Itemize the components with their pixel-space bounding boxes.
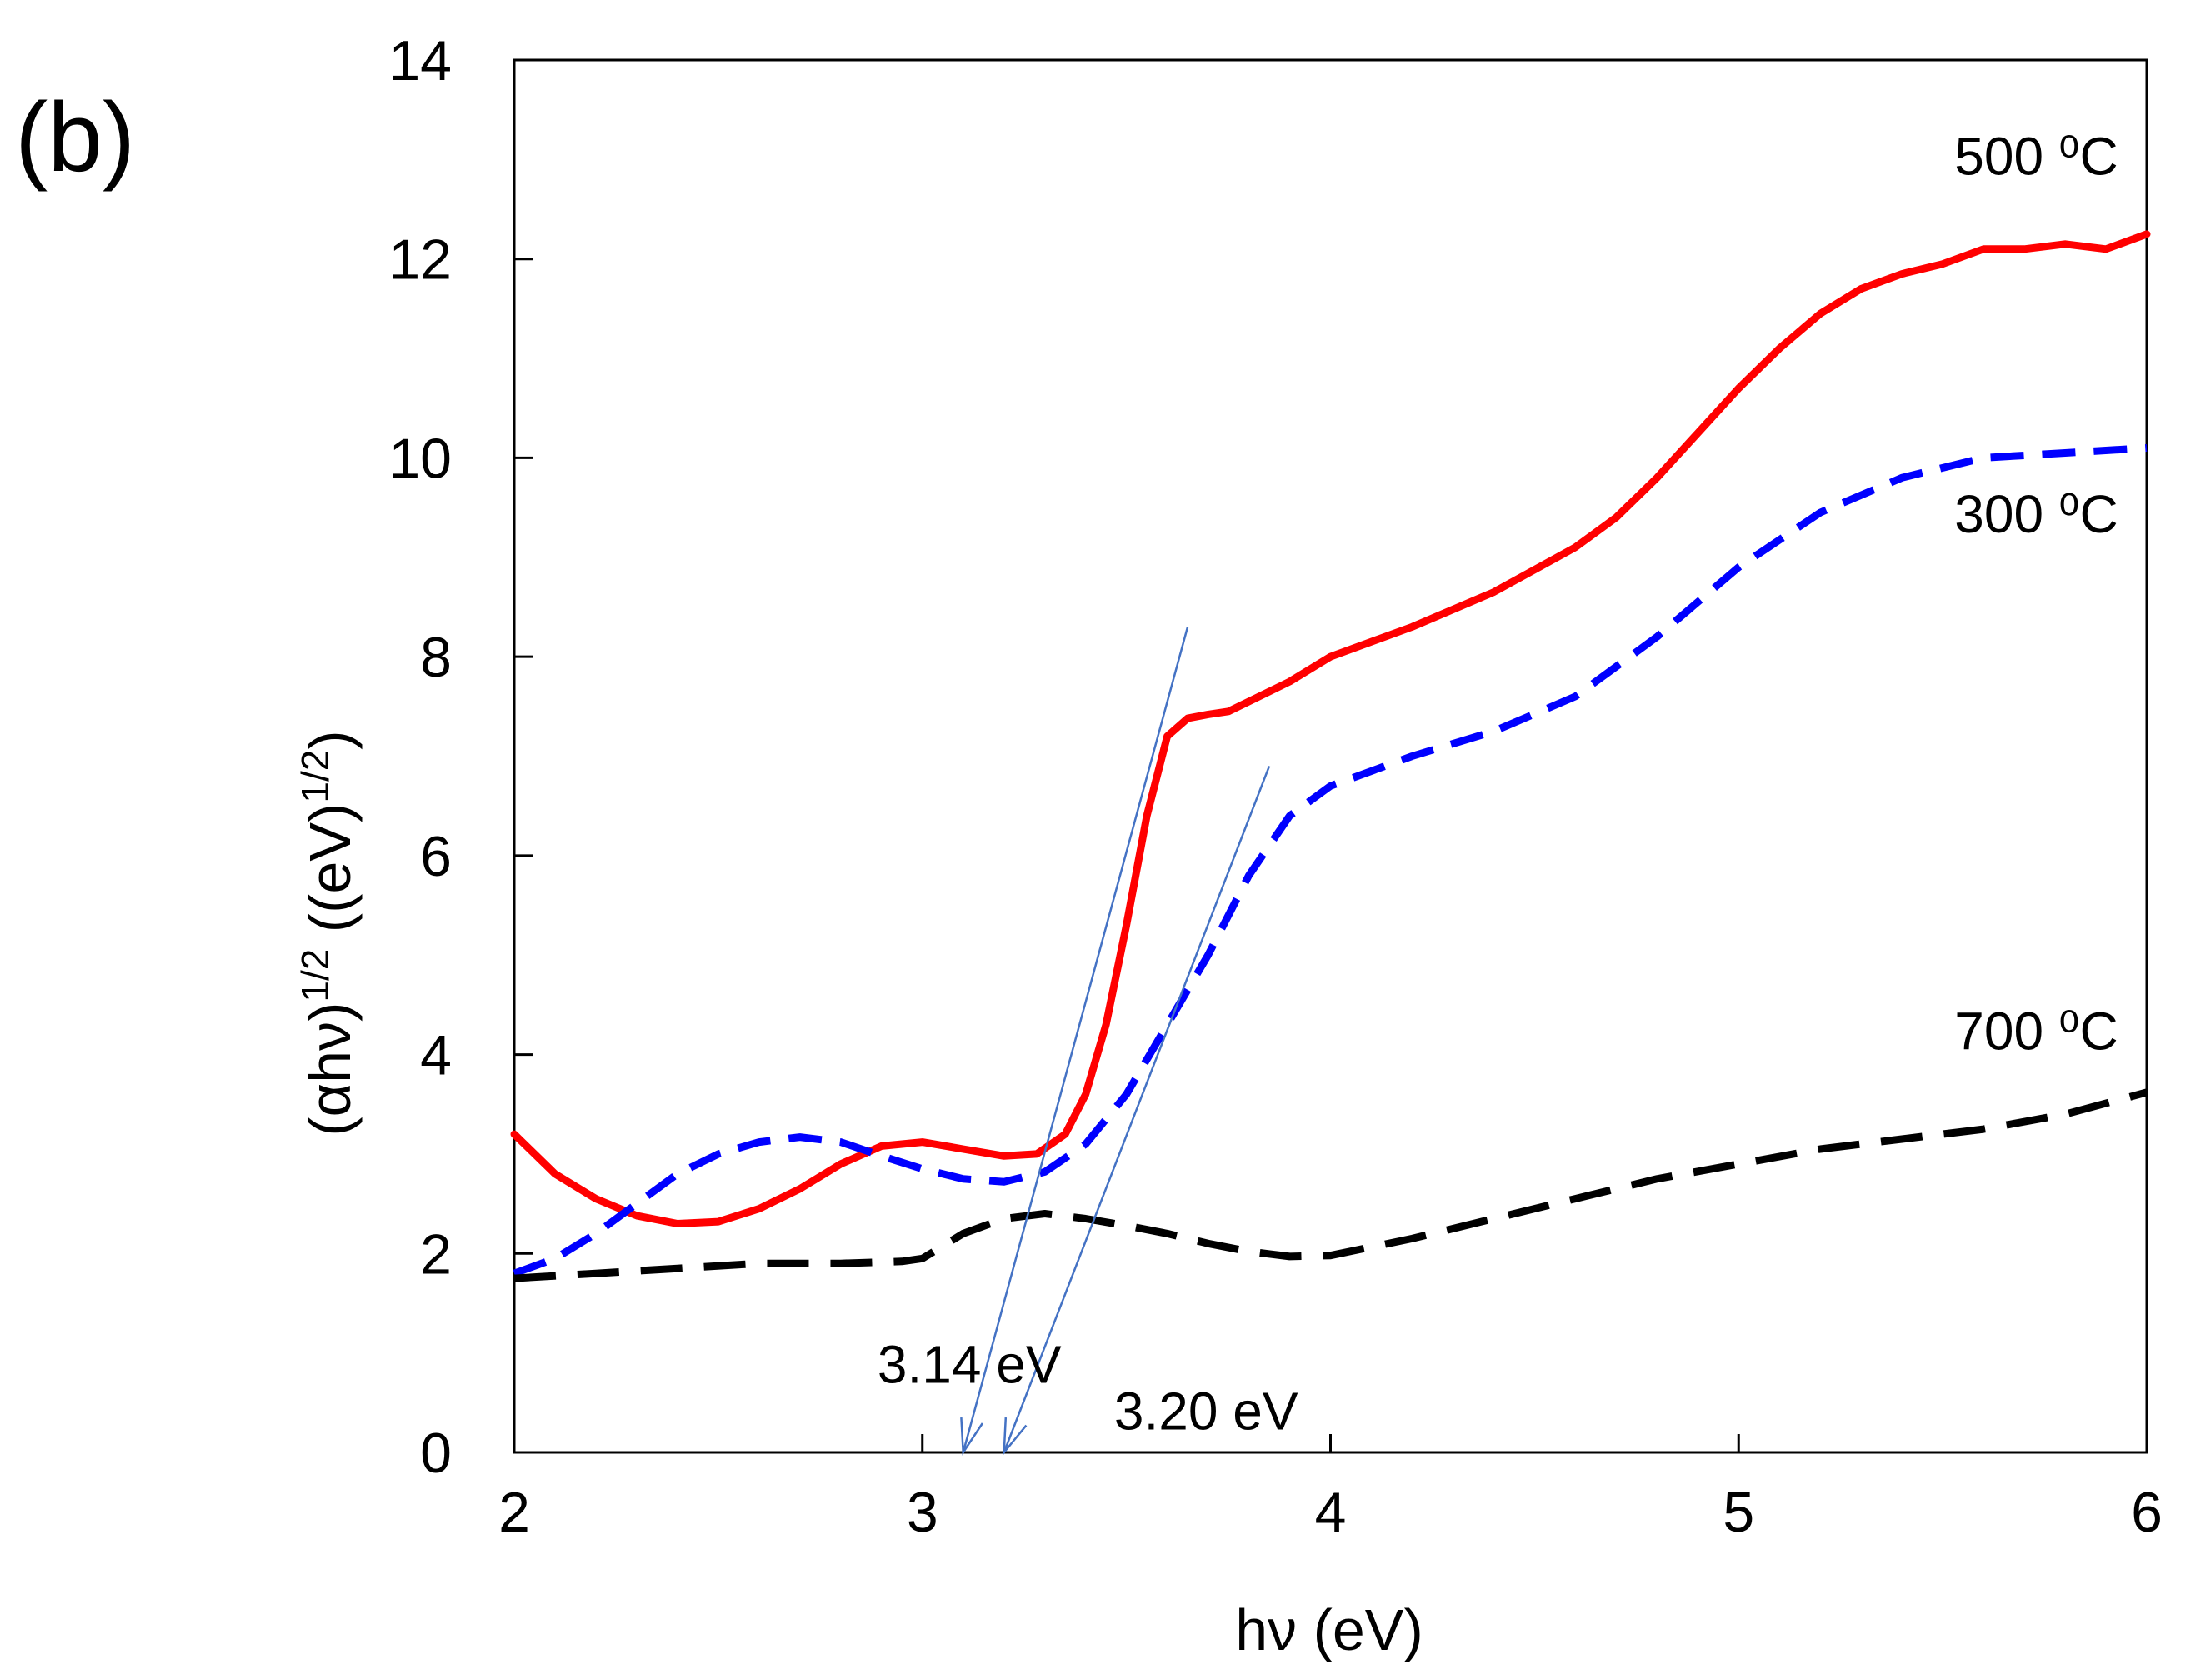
y-axis-label-end: ) <box>298 730 363 749</box>
x-tick-label: 4 <box>1315 1481 1347 1544</box>
y-tick-label: 10 <box>388 427 452 490</box>
fit-arrowhead-0 <box>960 1418 983 1456</box>
x-tick-label: 5 <box>1723 1481 1754 1544</box>
x-axis-label: hν (eV) <box>1235 1598 1423 1662</box>
y-tick-label: 8 <box>420 626 452 689</box>
y-tick-label: 14 <box>388 29 452 92</box>
annotation-3: 3.14 eV <box>878 1334 1062 1394</box>
annotation-4: 3.20 eV <box>1114 1382 1298 1442</box>
series-line-0 <box>510 230 2151 1228</box>
y-tick-label: 4 <box>420 1024 452 1088</box>
y-tick-label: 2 <box>420 1222 452 1286</box>
x-tick-label: 3 <box>907 1481 938 1544</box>
y-tick-label: 0 <box>420 1422 452 1485</box>
fit-line-1 <box>1003 765 1271 1453</box>
y-axis-label-mid: ((eV) <box>298 803 363 949</box>
plot-frame <box>513 58 2148 1454</box>
y-axis-label-base: (αhν) <box>298 1002 363 1137</box>
series-line-2 <box>513 1088 2148 1282</box>
y-tick-label: 6 <box>420 825 452 888</box>
annotation-1: 300 ⁰C <box>1954 484 2118 544</box>
fit-arrowhead-1 <box>1003 1418 1028 1456</box>
annotation-2: 700 ⁰C <box>1954 1002 2118 1062</box>
y-axis-label-exp1: 1/2 <box>293 949 337 1002</box>
annotation-0: 500 ⁰C <box>1954 126 2118 186</box>
panel-label: (b) <box>15 82 135 192</box>
y-axis-label-exp2: 1/2 <box>293 750 337 803</box>
series-line-1 <box>513 444 2148 1278</box>
x-tick-label: 2 <box>498 1481 530 1544</box>
y-axis-label: (αhν)1/2 ((eV)1/2) <box>293 730 363 1136</box>
y-tick-label: 12 <box>388 228 452 292</box>
fit-line-0 <box>962 627 1189 1453</box>
x-tick-label: 6 <box>2131 1481 2163 1544</box>
